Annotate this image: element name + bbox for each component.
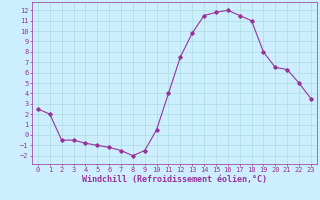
X-axis label: Windchill (Refroidissement éolien,°C): Windchill (Refroidissement éolien,°C) <box>82 175 267 184</box>
